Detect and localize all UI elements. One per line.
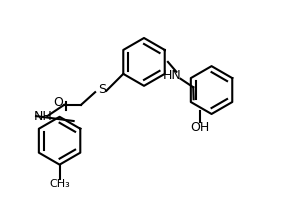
Text: O: O — [54, 96, 63, 109]
Text: HN: HN — [163, 70, 181, 83]
Text: S: S — [98, 83, 106, 96]
Text: NH: NH — [34, 110, 52, 123]
Text: OH: OH — [190, 121, 209, 134]
Text: CH₃: CH₃ — [49, 179, 70, 189]
